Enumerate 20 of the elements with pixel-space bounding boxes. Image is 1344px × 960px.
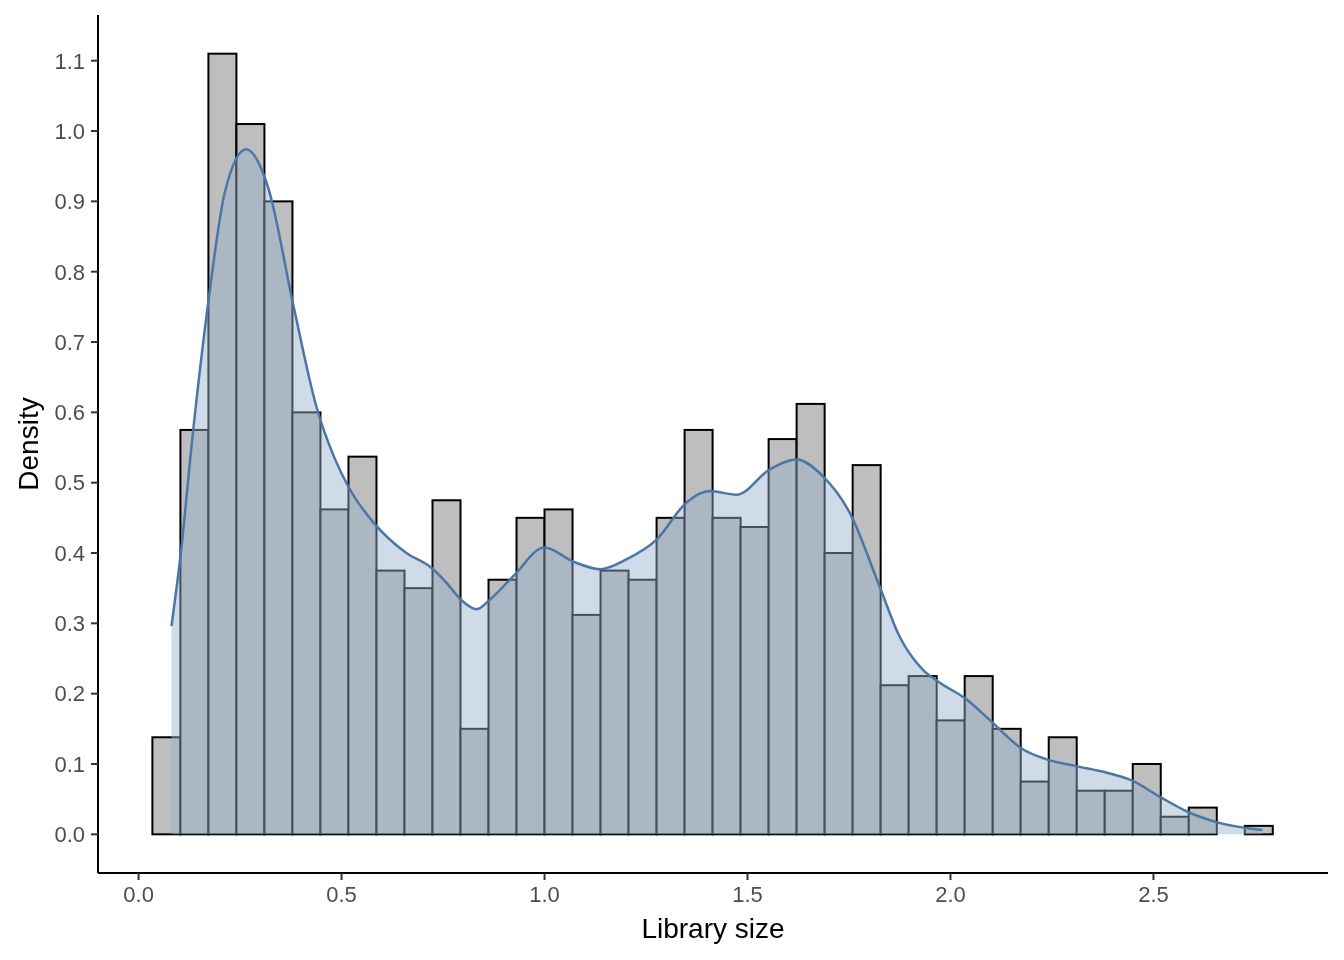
- x-tick-label: 1.5: [732, 881, 763, 907]
- y-tick-label: 0.5: [54, 470, 85, 496]
- y-tick-label: 0.0: [54, 822, 85, 848]
- x-tick-label: 1.0: [529, 881, 560, 907]
- y-tick-label: 0.6: [54, 400, 85, 426]
- y-tick-label: 1.0: [54, 118, 85, 144]
- y-tick-label: 0.8: [54, 259, 85, 285]
- y-tick-label: 0.7: [54, 329, 85, 355]
- y-tick-label: 0.4: [54, 540, 85, 566]
- y-tick-label: 1.1: [54, 48, 85, 74]
- x-axis-title: Library size: [641, 912, 785, 944]
- y-axis-title: Density: [12, 397, 44, 491]
- y-tick-label: 0.3: [54, 611, 85, 637]
- x-tick-label: 2.5: [1138, 881, 1169, 907]
- x-tick-label: 0.5: [326, 881, 357, 907]
- y-tick-label: 0.1: [54, 751, 85, 777]
- x-tick-label: 2.0: [935, 881, 966, 907]
- y-tick-label: 0.9: [54, 189, 85, 215]
- x-tick-label: 0.0: [123, 881, 154, 907]
- y-tick-label: 0.2: [54, 681, 85, 707]
